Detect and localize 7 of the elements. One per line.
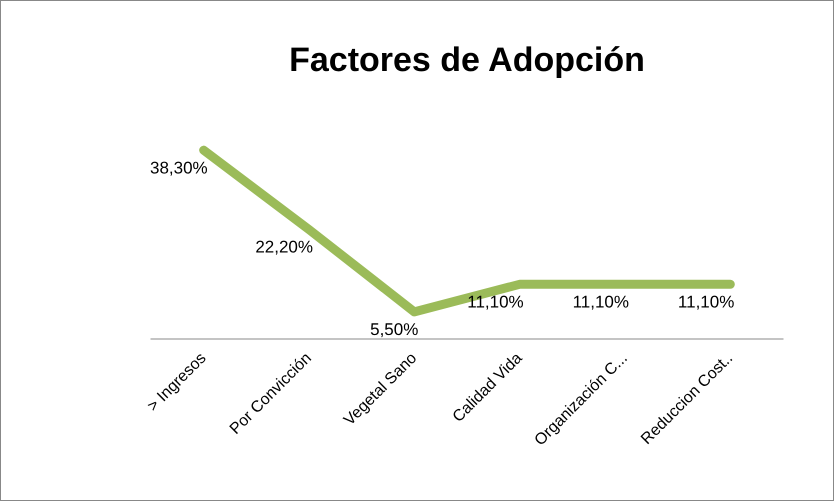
- chart-title: Factores de Adopción: [289, 40, 645, 79]
- data-label: 38,30%: [150, 158, 208, 178]
- data-label: 11,10%: [467, 292, 524, 312]
- data-label: 11,10%: [572, 292, 629, 312]
- data-label: 22,20%: [255, 238, 313, 257]
- data-label: 11,10%: [678, 292, 734, 312]
- data-label: 5,50%: [370, 320, 418, 340]
